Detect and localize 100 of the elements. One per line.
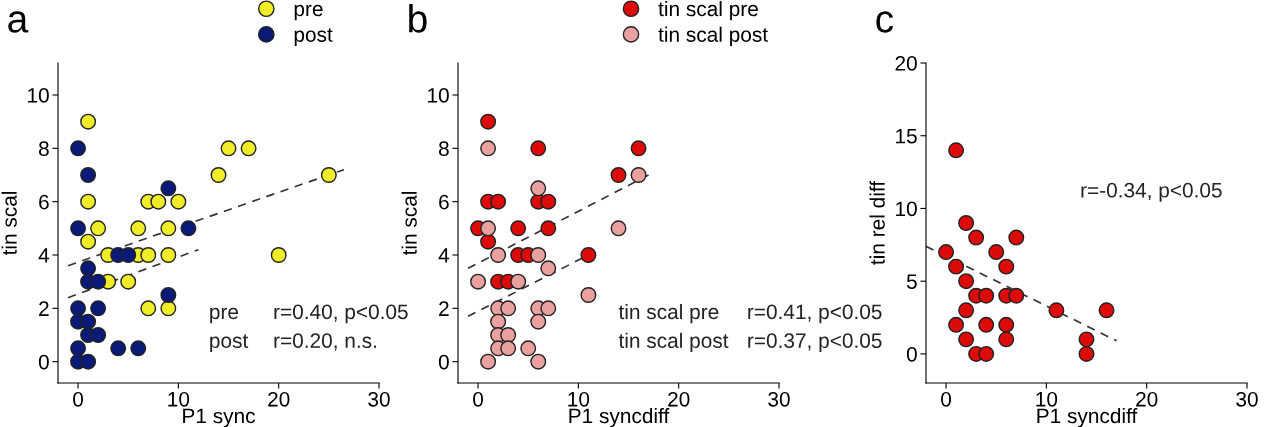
point — [160, 220, 177, 237]
chart-title: c — [876, 11, 894, 33]
x-axis-title: P1 syncdiff — [1037, 407, 1138, 427]
point — [500, 300, 517, 317]
y-tick-label: 6 — [439, 194, 449, 210]
point — [500, 327, 517, 343]
y-tick-label: 10 — [28, 88, 49, 103]
point — [160, 247, 177, 263]
point — [150, 193, 167, 210]
x-tick-label: 10 — [168, 391, 190, 407]
y-axis-title: tin scal — [401, 191, 417, 256]
point — [490, 313, 507, 330]
y-tick-label: 2 — [439, 301, 449, 316]
y-tick-label: 20 — [895, 56, 917, 71]
point — [540, 220, 557, 237]
legend-label: post — [294, 28, 333, 47]
point — [630, 140, 647, 157]
x-tick-label: 20 — [268, 391, 290, 407]
point — [70, 220, 87, 237]
point — [580, 247, 597, 263]
point — [80, 313, 97, 330]
point — [500, 340, 517, 357]
point — [80, 113, 97, 130]
x-axis-title: P1 syncdiff — [569, 407, 670, 427]
point — [90, 273, 107, 290]
point — [938, 244, 955, 261]
point — [140, 300, 157, 317]
point — [320, 167, 337, 183]
point — [610, 220, 627, 237]
y-tick-label: 10 — [896, 201, 917, 217]
point — [480, 220, 497, 237]
point — [120, 273, 137, 290]
point — [80, 260, 97, 277]
point — [958, 331, 975, 348]
y-tick-label: 0 — [438, 354, 449, 370]
point — [130, 220, 147, 237]
annotation: r=0.40, p<0.05 — [274, 304, 408, 324]
x-tick-label: 0 — [941, 391, 952, 407]
point — [1008, 229, 1025, 246]
y-tick-label: 0 — [906, 346, 917, 362]
point — [490, 247, 507, 263]
legend-label: pre — [294, 4, 323, 21]
point — [90, 327, 107, 343]
x-tick-label: 30 — [368, 391, 390, 407]
y-tick-label: 4 — [38, 248, 50, 263]
point — [530, 353, 547, 370]
x-tick-label: 20 — [1136, 391, 1158, 407]
x-tick-label: 10 — [1036, 391, 1058, 407]
point — [140, 247, 157, 263]
point — [530, 180, 547, 197]
chart-title: a — [8, 11, 29, 33]
point — [968, 229, 985, 246]
point — [1078, 331, 1095, 348]
point — [958, 273, 975, 290]
point — [978, 345, 995, 362]
point — [540, 260, 557, 277]
point — [90, 220, 107, 237]
point — [958, 302, 975, 319]
point — [240, 140, 257, 157]
y-tick-label: 10 — [428, 88, 449, 103]
point — [1048, 302, 1065, 319]
point — [510, 273, 527, 290]
point — [948, 142, 965, 159]
x-tick-label: 30 — [768, 391, 790, 407]
point — [1078, 345, 1095, 362]
y-tick-label: 2 — [39, 301, 49, 316]
annotation: tin scal post — [618, 332, 729, 353]
point — [948, 316, 965, 333]
point — [480, 140, 497, 157]
annotation: r=0.37, p<0.05 — [748, 333, 882, 353]
point — [998, 316, 1015, 333]
x-axis-title: P1 sync — [183, 408, 255, 427]
point — [80, 353, 97, 370]
point — [270, 247, 287, 263]
point — [978, 287, 995, 304]
point — [948, 258, 965, 275]
point — [1008, 287, 1025, 304]
point — [978, 316, 995, 333]
point — [180, 220, 197, 237]
point — [540, 300, 557, 317]
point — [80, 233, 97, 250]
point — [580, 287, 597, 303]
y-axis-title: tin rel diff — [869, 180, 885, 265]
point — [480, 233, 497, 250]
point — [520, 340, 537, 357]
point — [220, 140, 237, 157]
point — [958, 215, 975, 231]
annotation: r=0.20, n.s. — [274, 333, 376, 351]
y-tick-label: 5 — [906, 274, 917, 289]
point — [480, 113, 497, 130]
y-tick-label: 15 — [896, 128, 917, 144]
point — [80, 193, 97, 210]
annotation: pre — [210, 307, 239, 324]
point — [110, 340, 127, 357]
x-tick-label: 10 — [568, 391, 590, 407]
point — [160, 287, 177, 303]
annotation: r=-0.34, p<0.05 — [1081, 182, 1222, 202]
annotation: r=0.41, p<0.05 — [748, 304, 882, 324]
point — [170, 193, 187, 210]
point — [530, 313, 547, 330]
